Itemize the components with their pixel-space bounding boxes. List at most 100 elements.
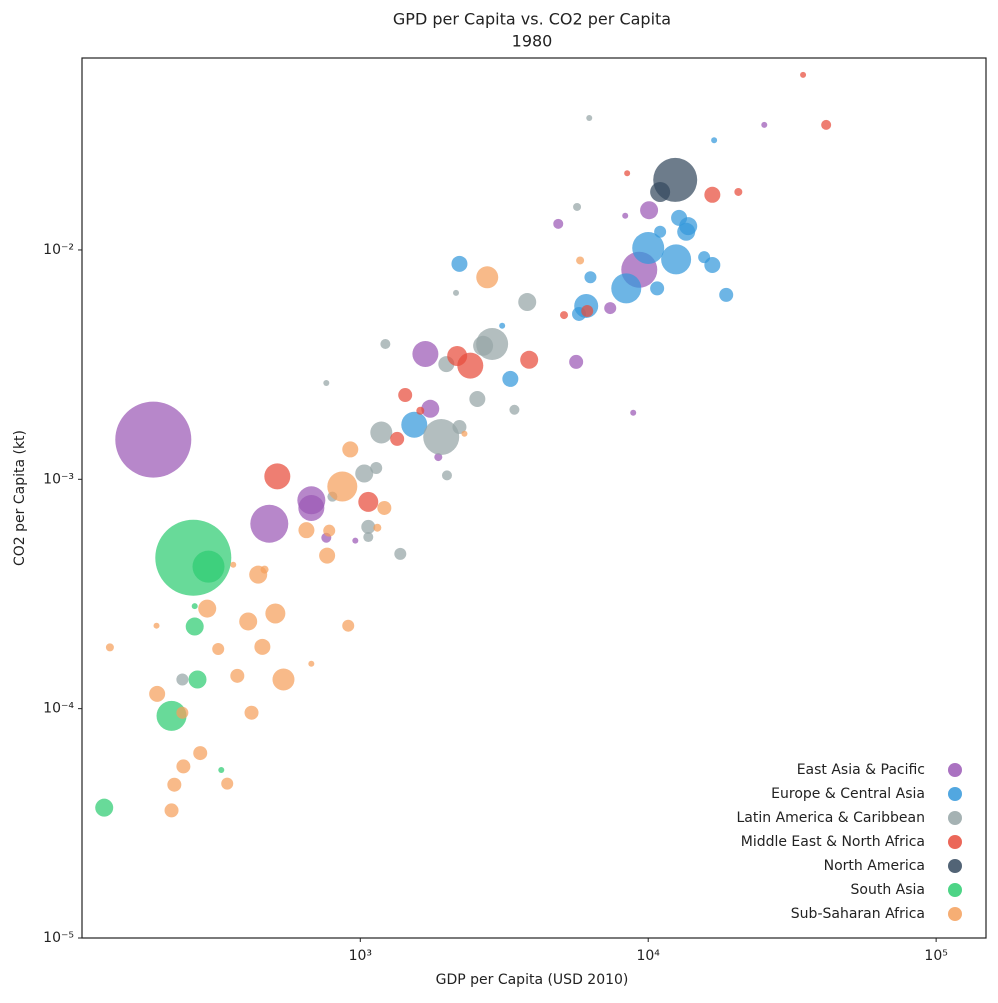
legend-marker bbox=[948, 883, 962, 897]
legend-label: Latin America & Caribbean bbox=[737, 810, 926, 826]
bubble bbox=[581, 304, 594, 317]
bubble bbox=[164, 803, 179, 818]
legend-marker bbox=[948, 811, 962, 825]
bubble bbox=[193, 746, 208, 761]
bubble bbox=[661, 244, 692, 275]
bubble bbox=[698, 251, 711, 264]
bubble bbox=[363, 532, 374, 543]
bubble bbox=[412, 340, 439, 367]
y-tick-label: 10⁻³ bbox=[43, 471, 74, 487]
legend-marker bbox=[948, 763, 962, 777]
bubble bbox=[800, 71, 807, 78]
bubble bbox=[584, 271, 597, 284]
legend-label: Europe & Central Asia bbox=[771, 786, 925, 802]
legend-marker bbox=[948, 859, 962, 873]
bubble bbox=[604, 302, 617, 315]
legend-label: North America bbox=[824, 858, 925, 874]
bubble bbox=[719, 287, 734, 302]
bubble bbox=[198, 599, 217, 618]
bubble bbox=[323, 379, 330, 386]
bubble bbox=[390, 431, 405, 446]
bubble bbox=[821, 119, 832, 130]
bubble bbox=[342, 619, 355, 632]
bubble bbox=[394, 547, 407, 560]
bubble bbox=[327, 471, 358, 502]
bubble bbox=[622, 212, 629, 219]
bubble bbox=[499, 322, 506, 329]
bubble bbox=[191, 603, 198, 610]
bubble bbox=[416, 406, 425, 415]
bubble bbox=[370, 421, 393, 444]
axes-frame bbox=[81, 57, 987, 939]
bubble bbox=[441, 470, 452, 481]
x-tick-label: 10³ bbox=[349, 948, 372, 964]
bubble bbox=[153, 622, 160, 629]
bubble bbox=[650, 181, 671, 202]
bubble bbox=[380, 338, 391, 349]
bubble bbox=[461, 430, 468, 437]
bubble bbox=[476, 266, 499, 289]
legend-label: Sub-Saharan Africa bbox=[791, 906, 925, 922]
bubble bbox=[342, 441, 359, 458]
bubble bbox=[230, 561, 237, 568]
bubble bbox=[434, 453, 443, 462]
bubble bbox=[624, 170, 631, 177]
chart-subtitle: 1980 bbox=[512, 32, 553, 51]
bubble bbox=[308, 660, 315, 667]
bubble bbox=[679, 217, 698, 236]
bubble bbox=[105, 643, 114, 652]
x-tick-label: 10⁴ bbox=[636, 948, 660, 964]
bubble bbox=[398, 388, 413, 403]
bubble bbox=[370, 462, 383, 475]
bubble bbox=[95, 798, 114, 817]
legend-marker bbox=[948, 907, 962, 921]
bubble bbox=[244, 705, 259, 720]
bubble bbox=[518, 293, 537, 312]
y-tick-label: 10⁻² bbox=[43, 242, 74, 258]
bubble bbox=[192, 550, 225, 583]
legend-marker bbox=[948, 835, 962, 849]
bubble bbox=[447, 345, 468, 366]
bubble bbox=[586, 115, 593, 122]
bubble bbox=[176, 673, 189, 686]
bubble bbox=[553, 218, 564, 229]
bubble bbox=[502, 370, 519, 387]
bubble bbox=[373, 523, 382, 532]
bubble bbox=[576, 256, 585, 265]
bubble bbox=[323, 524, 336, 537]
bubble bbox=[569, 354, 584, 369]
bubble bbox=[469, 390, 486, 407]
x-tick-label: 10⁵ bbox=[924, 948, 947, 964]
bubble bbox=[264, 463, 291, 490]
plot-area bbox=[95, 71, 832, 818]
bubble bbox=[167, 777, 182, 792]
bubble bbox=[115, 401, 192, 478]
bubble bbox=[520, 350, 539, 369]
bubble bbox=[632, 231, 665, 264]
legend-label: South Asia bbox=[851, 882, 925, 898]
bubble bbox=[361, 519, 376, 534]
bubble bbox=[188, 670, 207, 689]
bubble bbox=[265, 603, 286, 624]
bubble bbox=[185, 617, 204, 636]
bubble bbox=[573, 202, 582, 211]
bubble bbox=[640, 201, 659, 220]
bubble bbox=[650, 281, 665, 296]
bubble bbox=[401, 411, 428, 438]
bubble bbox=[352, 537, 359, 544]
bubble bbox=[473, 335, 494, 356]
bubble bbox=[451, 255, 468, 272]
bubble bbox=[509, 404, 520, 415]
bubble bbox=[254, 638, 271, 655]
y-tick-label: 10⁻⁴ bbox=[43, 701, 74, 717]
y-tick-label: 10⁻⁵ bbox=[43, 930, 74, 946]
legend-marker bbox=[948, 787, 962, 801]
legend-label: East Asia & Pacific bbox=[797, 762, 925, 778]
bubble bbox=[221, 777, 234, 790]
bubble bbox=[260, 565, 269, 574]
bubble bbox=[355, 464, 374, 483]
bubble bbox=[734, 187, 743, 196]
bubble bbox=[452, 420, 467, 435]
bubble bbox=[149, 685, 166, 702]
y-axis-label: CO2 per Capita (kt) bbox=[12, 430, 28, 566]
